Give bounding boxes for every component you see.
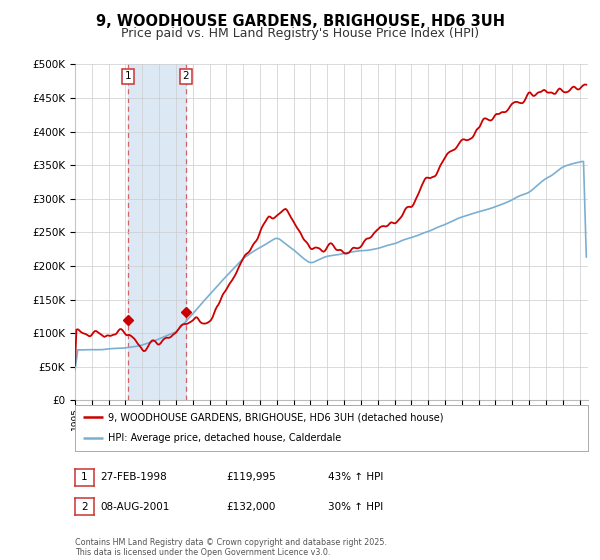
Text: £132,000: £132,000: [226, 502, 275, 512]
Text: 08-AUG-2001: 08-AUG-2001: [100, 502, 170, 512]
Text: £119,995: £119,995: [226, 472, 276, 482]
Text: 27-FEB-1998: 27-FEB-1998: [100, 472, 167, 482]
Text: 9, WOODHOUSE GARDENS, BRIGHOUSE, HD6 3UH: 9, WOODHOUSE GARDENS, BRIGHOUSE, HD6 3UH: [95, 14, 505, 29]
Text: Price paid vs. HM Land Registry's House Price Index (HPI): Price paid vs. HM Land Registry's House …: [121, 27, 479, 40]
Bar: [128, 64, 186, 400]
Text: 2: 2: [182, 71, 190, 81]
Text: 30% ↑ HPI: 30% ↑ HPI: [328, 502, 383, 512]
Text: 9, WOODHOUSE GARDENS, BRIGHOUSE, HD6 3UH (detached house): 9, WOODHOUSE GARDENS, BRIGHOUSE, HD6 3UH…: [109, 412, 444, 422]
Text: 43% ↑ HPI: 43% ↑ HPI: [328, 472, 383, 482]
Text: 1: 1: [125, 71, 131, 81]
Text: 2: 2: [81, 502, 88, 512]
Text: Contains HM Land Registry data © Crown copyright and database right 2025.
This d: Contains HM Land Registry data © Crown c…: [75, 538, 387, 557]
Text: HPI: Average price, detached house, Calderdale: HPI: Average price, detached house, Cald…: [109, 433, 341, 444]
Text: 1: 1: [81, 472, 88, 482]
